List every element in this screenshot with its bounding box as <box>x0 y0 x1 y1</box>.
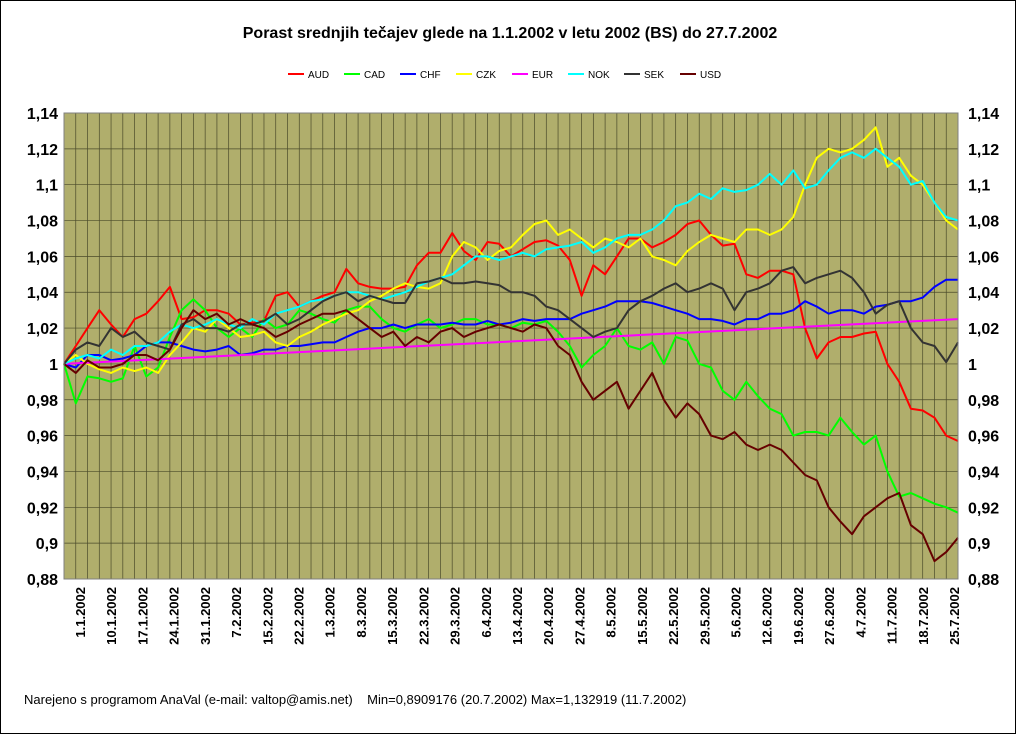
legend-label-sek: SEK <box>644 70 664 81</box>
x-tick-label: 22.3.2002 <box>416 587 431 645</box>
x-axis: 1.1.2002 10.1.2002 17.1.2002 24.1.2002 31.1.… <box>73 587 962 645</box>
x-tick-label: 1.1.2002 <box>73 587 88 638</box>
x-tick-label: 27.4.2002 <box>572 587 587 645</box>
y-tick-label-right: 0,88 <box>968 572 999 589</box>
x-tick-label: 8.5.2002 <box>604 587 619 638</box>
y-axis-right: 1,14 1,12 1,1 1,08 1,06 1,04 1,02 1 0,98 0,96 0,94… <box>968 106 999 589</box>
x-tick-label: 15.5.2002 <box>635 587 650 645</box>
x-tick-label: 17.1.2002 <box>135 587 150 645</box>
y-tick-label-left: 1 <box>49 357 58 374</box>
footer-credit: Narejeno s programom AnaVal (e-mail: val… <box>24 692 353 707</box>
x-tick-label: 20.4.2002 <box>541 587 556 645</box>
y-tick-label-left: 1,04 <box>27 285 58 302</box>
x-tick-label: 1.3.2002 <box>323 587 338 638</box>
x-tick-label: 12.6.2002 <box>760 587 775 645</box>
series-line-usd <box>63 309 959 563</box>
series-lines <box>63 126 959 563</box>
legend-label-czk: CZK <box>476 70 496 81</box>
x-tick-label: 6.4.2002 <box>479 587 494 638</box>
chart-title: Porast srednjih tečajev glede na 1.1.200… <box>243 25 778 42</box>
series-line-chf <box>63 278 958 369</box>
y-tick-label-left: 1,1 <box>36 178 58 195</box>
y-tick-label-right: 0,94 <box>968 464 999 481</box>
x-tick-label: 29.5.2002 <box>697 587 712 645</box>
series-line-czk <box>63 126 959 374</box>
y-tick-label-left: 1,08 <box>27 214 58 231</box>
x-tick-label: 22.2.2002 <box>292 587 307 645</box>
y-tick-label-right: 1,14 <box>968 106 999 123</box>
y-tick-label-right: 1,02 <box>968 321 999 338</box>
x-tick-label: 8.3.2002 <box>354 587 369 638</box>
y-tick-label-left: 1,12 <box>27 142 58 159</box>
x-tick-label: 31.1.2002 <box>198 587 213 645</box>
y-tick-label-right: 1,06 <box>968 249 999 266</box>
legend-label-chf: CHF <box>420 70 441 81</box>
x-tick-label: 24.1.2002 <box>167 587 182 645</box>
y-tick-label-right: 1,04 <box>968 285 999 302</box>
y-tick-label-left: 0,88 <box>27 572 58 589</box>
series-line-nok <box>63 147 959 365</box>
y-tick-label-right: 1 <box>968 357 977 374</box>
series-line-sek <box>63 266 959 365</box>
y-tick-label-left: 1,02 <box>27 321 58 338</box>
x-tick-label: 19.6.2002 <box>791 587 806 645</box>
legend-label-nok: NOK <box>588 70 610 81</box>
legend-label-cad: CAD <box>364 70 385 81</box>
y-tick-label-left: 0,94 <box>27 464 58 481</box>
y-tick-label-right: 0,96 <box>968 429 999 446</box>
x-tick-label: 22.5.2002 <box>666 587 681 645</box>
legend: AUD CAD CHF CZK EUR NOK SEK USD <box>288 70 721 81</box>
y-tick-label-right: 0,98 <box>968 393 999 410</box>
y-tick-label-left: 0,9 <box>36 536 58 553</box>
x-tick-label: 27.6.2002 <box>822 587 837 645</box>
y-tick-label-right: 1,08 <box>968 214 999 231</box>
x-tick-label: 25.7.2002 <box>947 587 962 645</box>
y-tick-label-right: 0,92 <box>968 500 999 517</box>
y-tick-label-left: 0,92 <box>27 500 58 517</box>
x-tick-label: 7.2.2002 <box>229 587 244 638</box>
x-tick-label: 15.3.2002 <box>385 587 400 645</box>
x-tick-label: 15.2.2002 <box>260 587 275 645</box>
x-tick-label: 13.4.2002 <box>510 587 525 645</box>
y-tick-label-right: 0,9 <box>968 536 990 553</box>
y-tick-label-right: 1,1 <box>968 178 990 195</box>
y-tick-label-left: 0,98 <box>27 393 58 410</box>
footer: Narejeno s programom AnaVal (e-mail: val… <box>24 692 686 707</box>
x-tick-label: 10.1.2002 <box>104 587 119 645</box>
x-tick-label: 29.3.2002 <box>448 587 463 645</box>
y-tick-label-left: 0,96 <box>27 429 58 446</box>
y-tick-label-right: 1,12 <box>968 142 999 159</box>
x-tick-label: 5.6.2002 <box>729 587 744 638</box>
y-tick-label-left: 1,14 <box>27 106 58 123</box>
footer-minmax: Min=0,8909176 (20.7.2002) Max=1,132919 (… <box>367 692 687 707</box>
legend-label-aud: AUD <box>308 70 329 81</box>
plot-border <box>63 112 959 580</box>
series-line-eur <box>63 318 959 365</box>
legend-label-usd: USD <box>700 70 721 81</box>
x-tick-label: 11.7.2002 <box>885 587 900 644</box>
x-tick-label: 18.7.2002 <box>916 587 931 645</box>
x-tick-label: 4.7.2002 <box>853 587 868 638</box>
y-tick-label-left: 1,06 <box>27 249 58 266</box>
legend-label-eur: EUR <box>532 70 553 81</box>
y-axis-left: 1,14 1,12 1,1 1,08 1,06 1,04 1,02 1 0,98 0,96 0,94… <box>27 106 58 589</box>
